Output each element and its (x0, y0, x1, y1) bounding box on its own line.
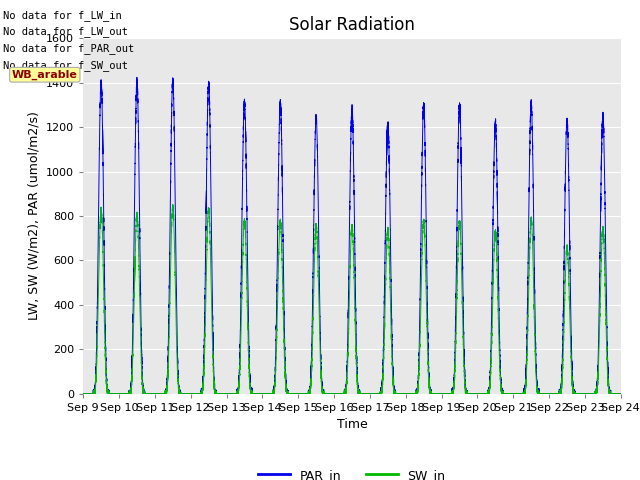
PAR_in (133, 74, 141, 80)
PAR_in (197, 391, 205, 396)
PAR_in (364, 391, 371, 396)
Text: No data for f_SW_out: No data for f_SW_out (3, 60, 128, 71)
X-axis label: Time: Time (337, 418, 367, 431)
PAR_in (209, 293, 216, 299)
PAR_in (138, 356, 146, 361)
Text: No data for f_PAR_out: No data for f_PAR_out (3, 43, 134, 54)
SW_in (209, 332, 216, 338)
Text: No data for f_LW_in: No data for f_LW_in (3, 10, 122, 21)
Line: SW_in: SW_in (83, 205, 621, 394)
Y-axis label: LW, SW (W/m2), PAR (umol/m2/s): LW, SW (W/m2), PAR (umol/m2/s) (28, 111, 40, 321)
Text: WB_arable: WB_arable (12, 70, 77, 80)
Text: No data for f_LW_out: No data for f_LW_out (3, 26, 128, 37)
SW_in (197, 391, 205, 396)
SW_in (79, 391, 87, 396)
SW_in (97, 214, 104, 219)
SW_in (169, 202, 177, 208)
Line: PAR_in: PAR_in (83, 77, 621, 394)
SW_in (138, 372, 146, 378)
SW_in (617, 391, 625, 396)
Legend: PAR_in, SW_in: PAR_in, SW_in (253, 464, 451, 480)
PAR_in (79, 391, 87, 396)
Title: Solar Radiation: Solar Radiation (289, 16, 415, 34)
PAR_in (545, 391, 553, 396)
SW_in (545, 391, 553, 396)
PAR_in (97, 94, 104, 99)
PAR_in (617, 391, 625, 396)
SW_in (364, 391, 371, 396)
